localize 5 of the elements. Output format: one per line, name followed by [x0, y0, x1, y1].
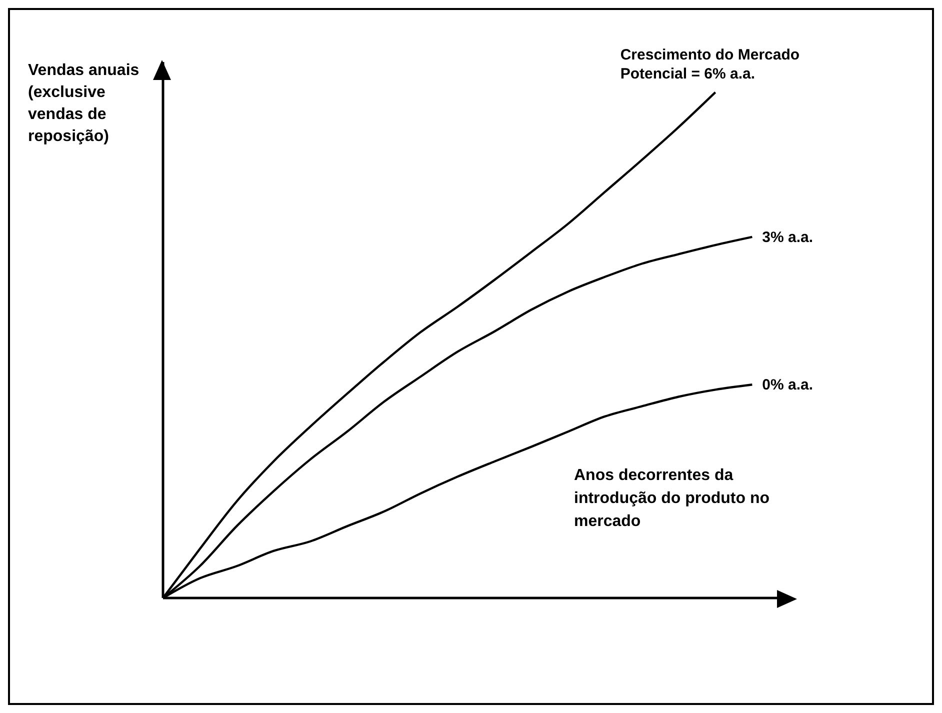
- x-axis-title: Anos decorrentes da introdução do produto no mercado: [574, 466, 771, 532]
- series-label: Crescimento do Mercado Potencial = 6% a.a.: [620, 46, 800, 82]
- y-axis-title: Vendas anuais (exclusive vendas de reposição): [28, 61, 140, 147]
- series-label: 3% a.a.: [762, 228, 814, 246]
- series-label: 0% a.a.: [762, 376, 814, 394]
